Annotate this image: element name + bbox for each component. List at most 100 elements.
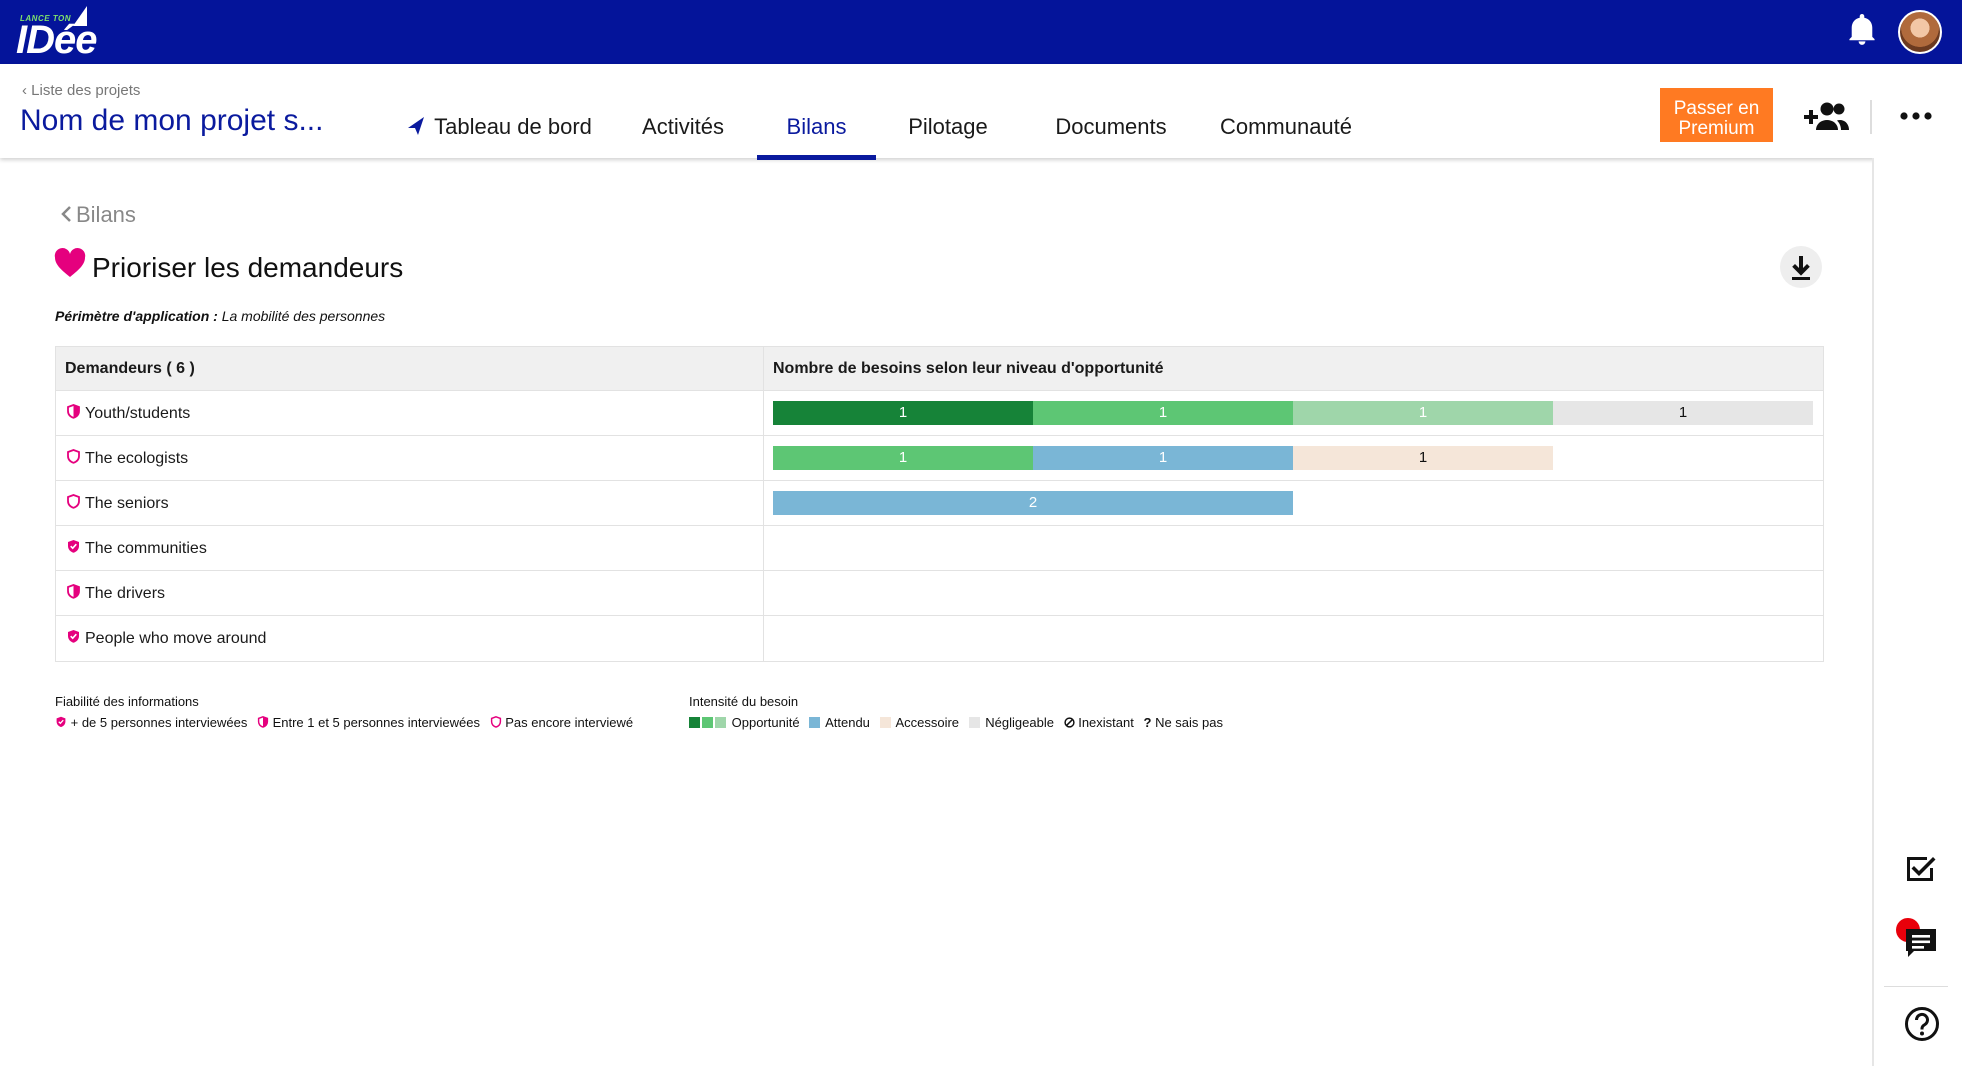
tab-bilans[interactable]: Bilans bbox=[757, 94, 876, 160]
legend-item: Ne sais pas bbox=[1155, 715, 1223, 730]
navigation-arrow-icon bbox=[408, 117, 425, 135]
demandeur-name: The seniors bbox=[85, 495, 169, 512]
tab-label: Activités bbox=[642, 114, 724, 139]
table-row[interactable]: The ecologists 1 1 1 bbox=[56, 436, 1823, 481]
legend-intensity-title: Intensité du besoin bbox=[689, 694, 799, 709]
shield-full-icon bbox=[55, 716, 67, 731]
col-demandeurs-header: Demandeurs ( 6 ) bbox=[56, 347, 764, 390]
sail-logo-icon bbox=[73, 6, 87, 26]
shield-full-icon bbox=[66, 617, 81, 662]
demandeur-name: The communities bbox=[85, 540, 207, 557]
shield-empty-icon bbox=[66, 482, 81, 527]
tab-label: Tableau de bord bbox=[434, 114, 592, 139]
legend-item: Entre 1 et 5 personnes interviewées bbox=[272, 715, 480, 730]
tab-label: Pilotage bbox=[908, 114, 988, 139]
user-avatar[interactable] bbox=[1898, 10, 1942, 54]
shield-full-icon bbox=[66, 527, 81, 572]
besoins-cell bbox=[764, 616, 1823, 661]
premium-label-2: Premium bbox=[1678, 117, 1755, 139]
shield-empty-icon bbox=[490, 716, 502, 731]
back-to-projects-label: Liste des projets bbox=[31, 82, 141, 99]
besoins-cell bbox=[764, 526, 1823, 570]
download-icon bbox=[1792, 256, 1810, 280]
premium-label-1: Passer en bbox=[1673, 97, 1760, 119]
demandeur-cell: The seniors bbox=[56, 481, 764, 525]
legend-reliability: Fiabilité des informations + de 5 person… bbox=[55, 694, 633, 731]
demandeur-name: The drivers bbox=[85, 585, 166, 602]
scope-label: Périmètre d'application : bbox=[55, 308, 218, 324]
legend-item: Négligeable bbox=[985, 715, 1054, 730]
legend-intensity-items: Opportunité Attendu Accessoire Négligeab… bbox=[689, 715, 1223, 730]
scope-line: Périmètre d'application : La mobilité de… bbox=[55, 308, 385, 324]
table-header: Demandeurs ( 6 ) Nombre de besoins selon… bbox=[56, 347, 1823, 391]
need-bar-attendu[interactable]: 1 bbox=[1033, 446, 1293, 470]
swatch-accessoire bbox=[879, 717, 891, 728]
shield-half-icon bbox=[66, 572, 81, 617]
project-header: ‹ Liste des projets Nom de mon projet s.… bbox=[0, 64, 1962, 160]
need-bar-opportunite-light[interactable]: 1 bbox=[1293, 401, 1553, 425]
chevron-left-icon bbox=[61, 206, 71, 222]
demandeur-cell: People who move around bbox=[56, 616, 764, 661]
tab-label: Communauté bbox=[1219, 114, 1353, 139]
table-row[interactable]: The communities bbox=[56, 526, 1823, 571]
demandeur-name: The ecologists bbox=[85, 450, 189, 467]
tab-communaute[interactable]: Communauté bbox=[1212, 94, 1360, 158]
need-bar-negligeable[interactable]: 1 bbox=[1553, 401, 1813, 425]
tab-label: Bilans bbox=[786, 114, 847, 139]
table-row[interactable]: People who move around bbox=[56, 616, 1823, 661]
heart-icon bbox=[54, 248, 86, 277]
help-icon[interactable] bbox=[1904, 1006, 1940, 1042]
swatch-attendu bbox=[809, 717, 821, 728]
legend-reliability-items: + de 5 personnes interviewées Entre 1 et… bbox=[55, 715, 633, 731]
demandeurs-table: Demandeurs ( 6 ) Nombre de besoins selon… bbox=[55, 346, 1824, 662]
shield-empty-icon bbox=[66, 437, 81, 482]
swatch-negligeable bbox=[968, 717, 980, 728]
tab-label: Documents bbox=[1055, 114, 1167, 139]
breadcrumb-label: Bilans bbox=[76, 202, 136, 227]
table-row[interactable]: The drivers bbox=[56, 571, 1823, 616]
question-mark-icon: ? bbox=[1143, 715, 1152, 730]
tab-pilotage[interactable]: Pilotage bbox=[892, 94, 1004, 158]
legend-reliability-title: Fiabilité des informations bbox=[55, 694, 199, 709]
logo-small-text: LANCE TON bbox=[20, 14, 72, 23]
header-divider bbox=[1870, 100, 1872, 134]
breadcrumb-bilans[interactable]: Bilans bbox=[60, 202, 136, 228]
more-options-icon[interactable] bbox=[1900, 112, 1932, 120]
table-row[interactable]: The seniors 2 bbox=[56, 481, 1823, 526]
premium-button[interactable]: Passer en Premium bbox=[1660, 88, 1773, 142]
add-user-icon[interactable] bbox=[1800, 100, 1850, 132]
shield-half-icon bbox=[66, 392, 81, 437]
need-bar-opportunite-mid[interactable]: 1 bbox=[1033, 401, 1293, 425]
table-body: Youth/students 1 1 1 1 The ecologists 1 1 1 The s… bbox=[56, 391, 1823, 661]
tab-tableau-de-bord[interactable]: Tableau de bord bbox=[398, 94, 600, 158]
demandeur-name: Youth/students bbox=[85, 405, 191, 422]
need-bar-opportunite-dark[interactable]: 1 bbox=[773, 401, 1033, 425]
legend-item: Pas encore interviewé bbox=[505, 715, 634, 730]
chat-icon[interactable] bbox=[1904, 926, 1938, 960]
tab-activites[interactable]: Activités bbox=[628, 94, 738, 158]
table-row[interactable]: Youth/students 1 1 1 1 bbox=[56, 391, 1823, 436]
legend-item: Accessoire bbox=[895, 715, 960, 730]
legend-item: Opportunité bbox=[731, 715, 800, 730]
demandeur-name: People who move around bbox=[85, 630, 267, 647]
checklist-icon[interactable] bbox=[1904, 852, 1936, 884]
logo-big-text: IDée bbox=[16, 18, 97, 62]
need-bar-opportunite-mid[interactable]: 1 bbox=[773, 446, 1033, 470]
demandeur-cell: The communities bbox=[56, 526, 764, 570]
page-title: Prioriser les demandeurs bbox=[92, 252, 404, 283]
tab-documents[interactable]: Documents bbox=[1040, 94, 1182, 158]
download-button[interactable] bbox=[1780, 246, 1822, 288]
besoins-cell: 2 bbox=[764, 481, 1823, 525]
demandeur-cell: The drivers bbox=[56, 571, 764, 615]
right-sidebar bbox=[1872, 158, 1962, 1066]
no-entry-icon bbox=[1063, 717, 1075, 728]
app-logo[interactable]: LANCE TON IDée bbox=[16, 6, 116, 60]
bell-icon[interactable] bbox=[1848, 14, 1876, 46]
need-bar-accessoire[interactable]: 1 bbox=[1293, 446, 1553, 470]
project-title[interactable]: Nom de mon projet s... bbox=[20, 104, 324, 137]
scope-value: La mobilité des personnes bbox=[221, 308, 386, 324]
back-to-projects-link[interactable]: ‹ Liste des projets bbox=[22, 82, 141, 99]
need-bar-attendu[interactable]: 2 bbox=[773, 491, 1293, 515]
